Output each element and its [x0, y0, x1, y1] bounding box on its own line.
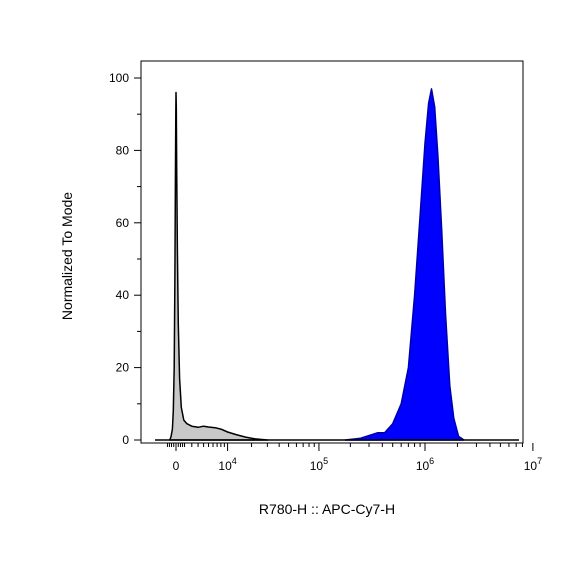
y-tick-label: 60 [116, 216, 130, 230]
y-tick-label: 100 [109, 71, 129, 85]
x-tick-label: 107 [524, 456, 542, 473]
series-1-area [344, 88, 465, 441]
y-tick-label: 40 [116, 288, 130, 302]
series-0-area [169, 91, 269, 441]
y-tick-label: 0 [122, 433, 129, 447]
x-tick-label: 106 [416, 456, 434, 473]
plot-area [155, 88, 519, 441]
x-tick-label: 104 [218, 456, 236, 473]
x-tick-label: 105 [310, 456, 328, 473]
axes: 0 20 40 60 80 100 0 104 105 106 107 [109, 60, 542, 473]
x-axis-title: R780-H :: APC-Cy7-H [259, 501, 395, 517]
y-tick-label: 80 [116, 143, 130, 157]
y-tick-label: 20 [116, 361, 130, 375]
x-tick-label: 0 [173, 459, 180, 473]
plot-frame [140, 60, 524, 444]
y-axis-title: Normalized To Mode [59, 192, 75, 320]
